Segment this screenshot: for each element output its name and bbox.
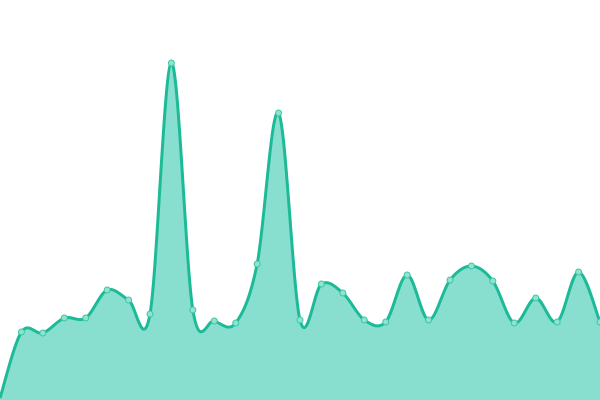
data-point	[317, 280, 325, 288]
data-point	[510, 319, 518, 327]
data-point	[275, 109, 283, 117]
data-point	[146, 310, 154, 318]
data-point	[382, 318, 390, 326]
data-point	[103, 286, 111, 294]
data-point	[82, 314, 90, 322]
data-point	[189, 306, 197, 314]
data-point	[467, 262, 475, 270]
data-point	[446, 276, 454, 284]
data-point	[575, 268, 583, 276]
data-point	[360, 316, 368, 324]
data-point	[253, 260, 261, 268]
area-fill	[0, 62, 600, 400]
data-point	[425, 316, 433, 324]
data-point	[17, 328, 25, 336]
data-point	[553, 318, 561, 326]
data-point	[39, 329, 47, 337]
data-point	[167, 59, 175, 67]
data-point	[596, 318, 600, 326]
data-point	[489, 277, 497, 285]
data-point	[210, 317, 218, 325]
data-point	[232, 319, 240, 327]
data-point	[296, 316, 304, 324]
data-point	[60, 314, 68, 322]
data-point	[125, 296, 133, 304]
data-points	[17, 59, 600, 337]
data-point	[403, 271, 411, 279]
data-point	[532, 294, 540, 302]
data-point	[339, 289, 347, 297]
